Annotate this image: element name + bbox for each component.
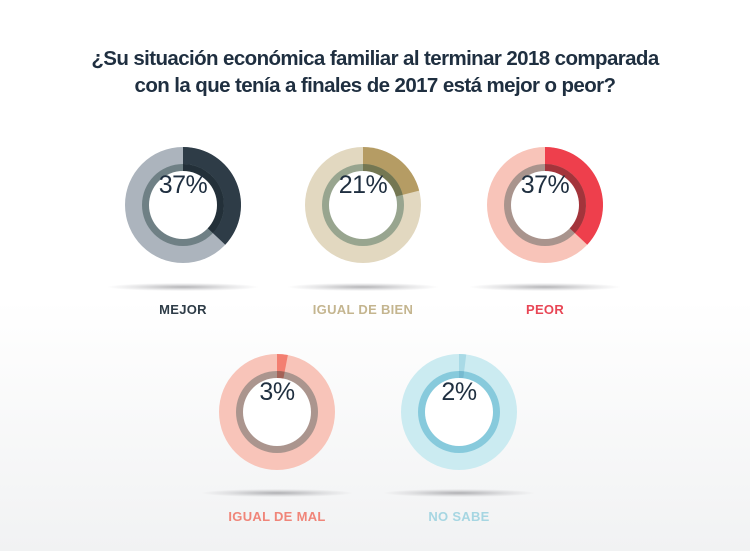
chart-title: ¿Su situación económica familiar al term… — [0, 45, 750, 99]
donut-no-sabe: 2% — [369, 322, 549, 502]
donut-chart-igual-de-mal — [219, 354, 335, 470]
category-label-igual-de-mal: IGUAL DE MAL — [228, 509, 326, 524]
category-label-igual-de-bien: IGUAL DE BIEN — [312, 302, 414, 317]
donut-hole-igual-de-bien — [329, 171, 397, 239]
category-label-no-sabe: NO SABE — [428, 509, 490, 524]
donut-mejor: 37% — [93, 115, 273, 295]
chart-title-line-2: con la que tenía a finales de 2017 está … — [134, 74, 616, 97]
donut-igual-de-bien: 21% — [273, 115, 453, 295]
shadow-peor — [470, 283, 620, 291]
donut-hole-peor — [511, 171, 579, 239]
shadow-no-sabe — [384, 489, 534, 497]
donut-chart-igual-de-bien — [305, 147, 421, 263]
donut-igual-de-mal: 3% — [187, 322, 367, 502]
donut-chart-peor — [487, 147, 603, 263]
percent-label-peor: 37% — [520, 171, 570, 199]
percent-label-no-sabe: 2% — [441, 378, 477, 406]
donut-hole-mejor — [149, 171, 217, 239]
donut-chart-no-sabe — [401, 354, 517, 470]
donut-peor: 37% — [455, 115, 635, 295]
chart-title-line-1: ¿Su situación económica familiar al term… — [91, 47, 659, 70]
percent-label-mejor: 37% — [158, 171, 208, 199]
donut-hole-no-sabe — [425, 378, 493, 446]
shadow-igual-de-bien — [288, 283, 438, 291]
percent-label-igual-de-bien: 21% — [338, 171, 388, 199]
shadow-mejor — [108, 283, 258, 291]
donut-chart-mejor — [125, 147, 241, 263]
donut-hole-igual-de-mal — [243, 378, 311, 446]
shadow-igual-de-mal — [202, 489, 352, 497]
category-label-peor: PEOR — [525, 302, 565, 317]
category-label-mejor: MEJOR — [159, 302, 207, 317]
percent-label-igual-de-mal: 3% — [259, 378, 295, 406]
